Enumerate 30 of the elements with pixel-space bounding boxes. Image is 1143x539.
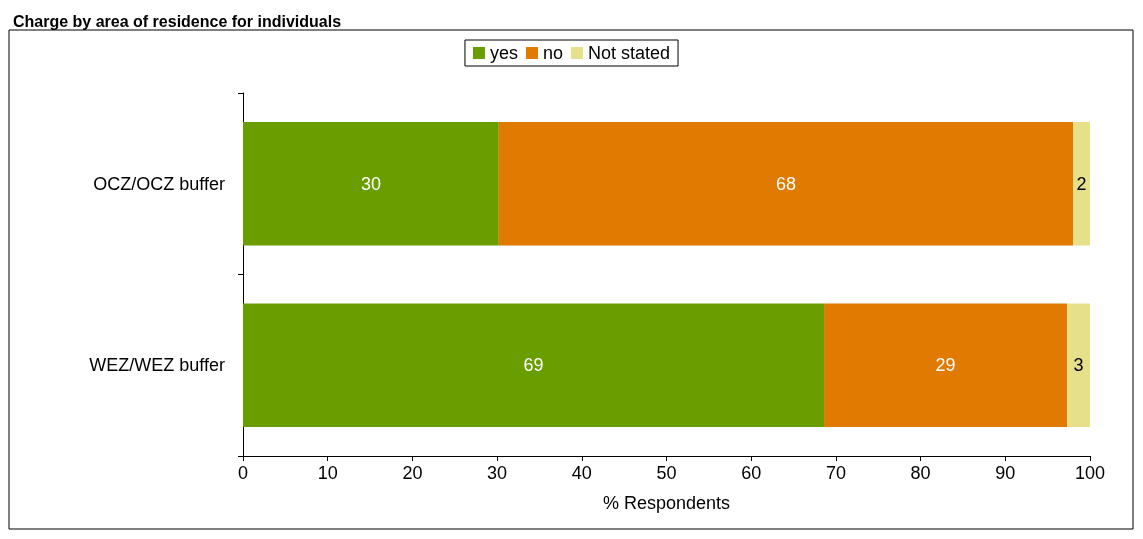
data-label: 68 bbox=[775, 173, 796, 194]
legend-label: no bbox=[542, 43, 563, 63]
x-tick-label: 50 bbox=[656, 463, 677, 483]
bar bbox=[1067, 303, 1090, 427]
x-tick-label: 10 bbox=[317, 463, 338, 483]
x-tick-label: 60 bbox=[741, 463, 762, 483]
x-tick-label: 20 bbox=[402, 463, 423, 483]
legend-label: yes bbox=[489, 43, 518, 63]
bar bbox=[498, 122, 1074, 246]
x-tick-label: 40 bbox=[571, 463, 592, 483]
y-tick-label: OCZ/OCZ buffer bbox=[93, 173, 225, 194]
data-label: 69 bbox=[523, 355, 544, 376]
data-label: 3 bbox=[1073, 355, 1084, 376]
x-tick-label: 100 bbox=[1074, 463, 1106, 483]
data-label: 2 bbox=[1076, 173, 1087, 194]
data-label: 30 bbox=[360, 173, 381, 194]
y-tick-label: WEZ/WEZ buffer bbox=[89, 355, 225, 376]
bar bbox=[243, 122, 499, 246]
legend-label: Not stated bbox=[587, 43, 671, 63]
x-tick-label: 90 bbox=[995, 463, 1016, 483]
bar bbox=[1073, 122, 1090, 246]
bar bbox=[243, 303, 825, 427]
chart-title: Charge by area of residence for individuals bbox=[13, 12, 342, 30]
x-tick-label: 0 bbox=[237, 463, 249, 483]
data-label: 29 bbox=[935, 355, 956, 376]
x-axis-title: % Respondents bbox=[602, 493, 731, 513]
x-tick-label: 80 bbox=[910, 463, 931, 483]
x-tick-label: 30 bbox=[487, 463, 508, 483]
bar bbox=[824, 303, 1068, 427]
x-tick-label: 70 bbox=[825, 463, 846, 483]
